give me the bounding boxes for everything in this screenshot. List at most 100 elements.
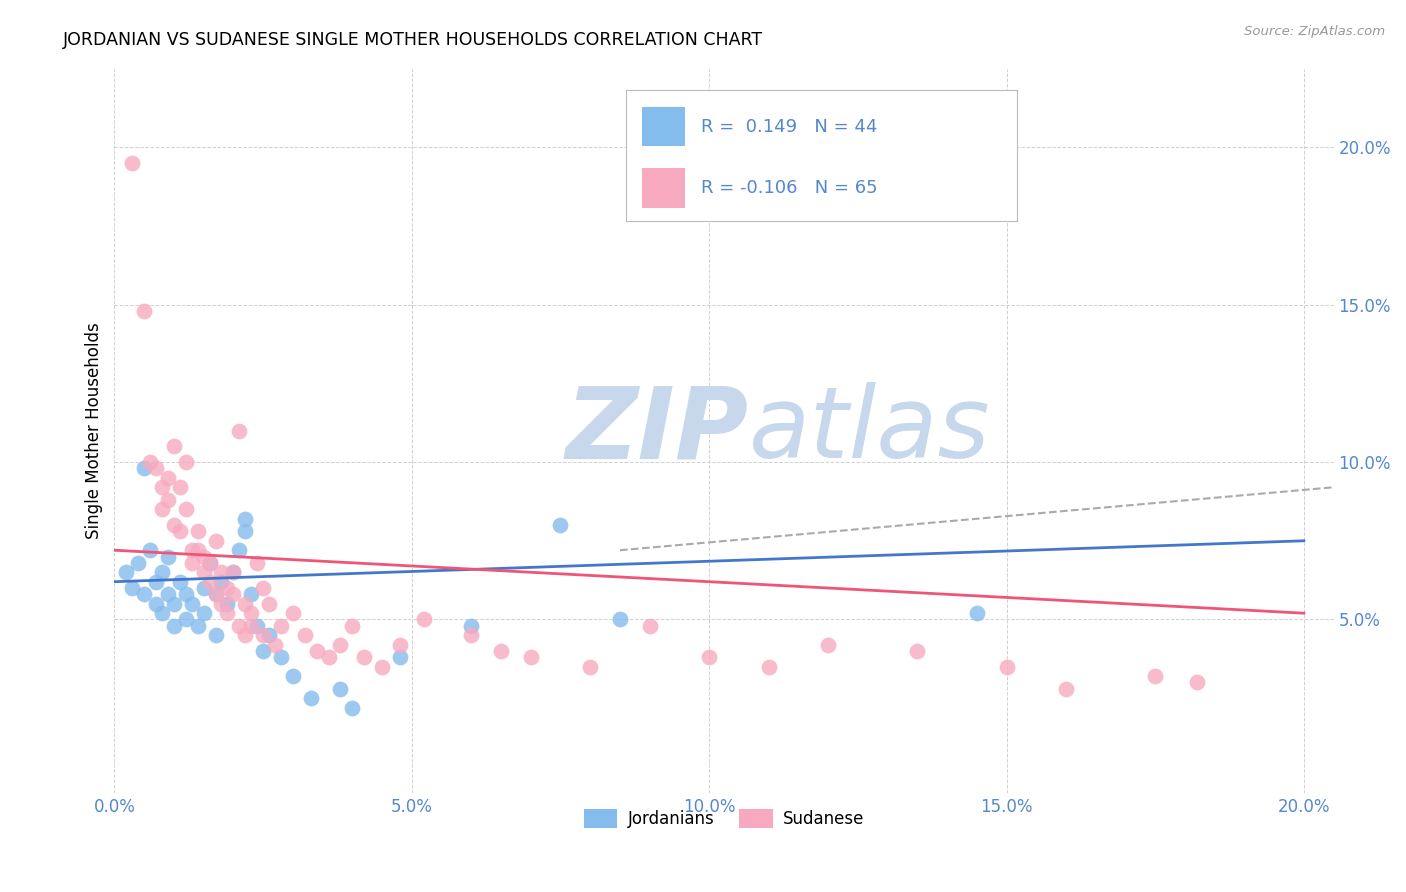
- Point: [233, 512, 256, 526]
- Point: [127, 556, 149, 570]
- Point: [329, 681, 352, 696]
- Point: [174, 502, 197, 516]
- Point: [217, 581, 239, 595]
- Point: [150, 502, 173, 516]
- Point: [246, 556, 269, 570]
- Point: [257, 628, 280, 642]
- Point: [187, 543, 209, 558]
- Point: [966, 606, 988, 620]
- Point: [180, 543, 202, 558]
- Point: [697, 650, 720, 665]
- Point: [550, 518, 572, 533]
- Point: [134, 461, 156, 475]
- Point: [163, 619, 186, 633]
- Point: [139, 455, 162, 469]
- Point: [228, 543, 250, 558]
- Point: [240, 619, 263, 633]
- Point: [240, 606, 263, 620]
- Point: [489, 644, 512, 658]
- Point: [169, 480, 191, 494]
- Point: [233, 628, 256, 642]
- Point: [139, 543, 162, 558]
- Point: [1054, 681, 1077, 696]
- Point: [905, 644, 928, 658]
- Point: [388, 638, 411, 652]
- Point: [156, 492, 179, 507]
- Point: [174, 612, 197, 626]
- Text: atlas: atlas: [748, 382, 990, 479]
- Point: [281, 606, 304, 620]
- Point: [163, 518, 186, 533]
- Point: [371, 659, 394, 673]
- Point: [204, 587, 226, 601]
- Point: [156, 549, 179, 564]
- Point: [174, 587, 197, 601]
- Point: [198, 556, 221, 570]
- Point: [228, 424, 250, 438]
- Point: [217, 606, 239, 620]
- Point: [342, 619, 364, 633]
- Point: [460, 628, 482, 642]
- Point: [222, 566, 245, 580]
- Point: [198, 556, 221, 570]
- Legend: Jordanians, Sudanese: Jordanians, Sudanese: [578, 803, 870, 835]
- Point: [115, 566, 138, 580]
- Point: [198, 574, 221, 589]
- Point: [252, 581, 274, 595]
- Point: [257, 597, 280, 611]
- Text: ZIP: ZIP: [565, 382, 748, 479]
- Point: [163, 439, 186, 453]
- Point: [609, 612, 631, 626]
- Point: [995, 659, 1018, 673]
- Point: [193, 566, 215, 580]
- Point: [145, 574, 167, 589]
- Point: [388, 650, 411, 665]
- Point: [305, 644, 328, 658]
- Point: [145, 597, 167, 611]
- Point: [180, 556, 202, 570]
- Point: [638, 619, 661, 633]
- Point: [211, 566, 233, 580]
- Y-axis label: Single Mother Households: Single Mother Households: [86, 322, 103, 539]
- Point: [1144, 669, 1167, 683]
- Point: [318, 650, 340, 665]
- Point: [270, 619, 292, 633]
- Point: [163, 597, 186, 611]
- Point: [233, 524, 256, 539]
- Point: [169, 574, 191, 589]
- Point: [204, 628, 226, 642]
- Point: [460, 619, 482, 633]
- Point: [211, 597, 233, 611]
- Point: [193, 549, 215, 564]
- Point: [156, 587, 179, 601]
- Point: [150, 566, 173, 580]
- Point: [281, 669, 304, 683]
- Point: [134, 587, 156, 601]
- Point: [121, 581, 143, 595]
- Point: [519, 650, 541, 665]
- Point: [169, 524, 191, 539]
- Point: [187, 524, 209, 539]
- Point: [758, 659, 780, 673]
- Point: [204, 587, 226, 601]
- Point: [412, 612, 434, 626]
- Point: [233, 597, 256, 611]
- Text: JORDANIAN VS SUDANESE SINGLE MOTHER HOUSEHOLDS CORRELATION CHART: JORDANIAN VS SUDANESE SINGLE MOTHER HOUS…: [63, 31, 763, 49]
- Point: [187, 619, 209, 633]
- Point: [211, 574, 233, 589]
- Point: [174, 455, 197, 469]
- Point: [264, 638, 287, 652]
- Point: [217, 597, 239, 611]
- Point: [1185, 675, 1208, 690]
- Point: [150, 606, 173, 620]
- Point: [240, 587, 263, 601]
- Point: [270, 650, 292, 665]
- Point: [246, 619, 269, 633]
- Point: [145, 461, 167, 475]
- Point: [329, 638, 352, 652]
- Point: [252, 628, 274, 642]
- Point: [353, 650, 375, 665]
- Point: [299, 691, 322, 706]
- Point: [579, 659, 602, 673]
- Text: Source: ZipAtlas.com: Source: ZipAtlas.com: [1244, 25, 1385, 38]
